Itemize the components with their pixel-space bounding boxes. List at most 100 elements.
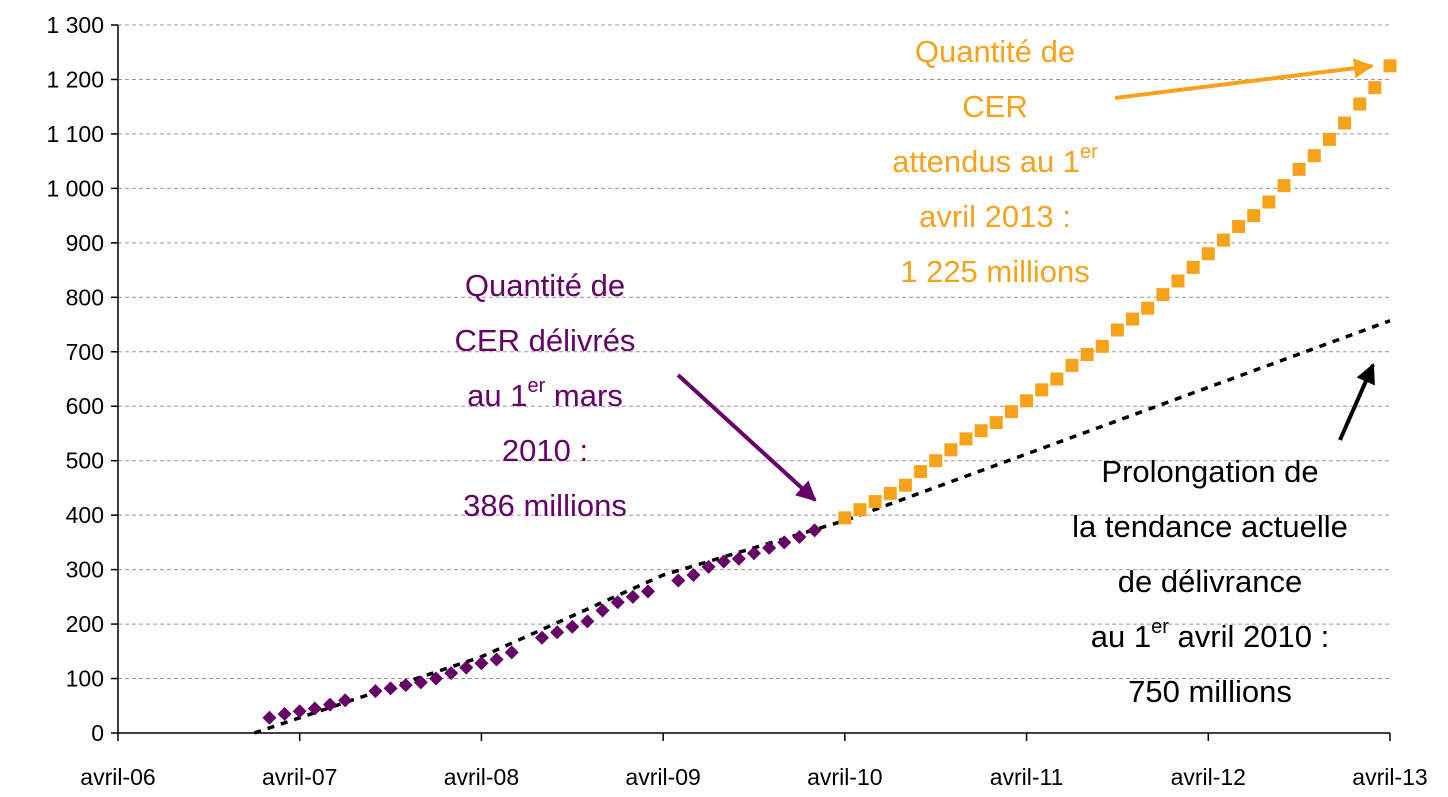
point xyxy=(792,529,807,544)
annotation-line: Quantité de xyxy=(915,34,1075,69)
point xyxy=(277,706,292,721)
y-tick-label: 400 xyxy=(66,502,104,528)
point xyxy=(338,693,353,708)
point xyxy=(944,443,958,457)
point xyxy=(883,486,897,500)
point xyxy=(474,656,489,671)
x-tick-label: avril-09 xyxy=(625,764,700,790)
y-tick-label: 1 000 xyxy=(46,175,104,201)
superscript: er xyxy=(528,375,546,397)
x-tick-label: avril-13 xyxy=(1352,764,1427,790)
annotation-text: Prolongation de xyxy=(1101,454,1318,489)
point xyxy=(716,554,731,569)
point xyxy=(898,478,912,492)
point xyxy=(1080,347,1094,361)
annotation-line: Quantité de xyxy=(465,268,625,303)
annotation-line: 386 millions xyxy=(463,488,627,523)
point xyxy=(323,697,337,712)
point xyxy=(762,540,777,555)
point xyxy=(853,503,867,517)
point xyxy=(868,495,882,509)
superscript: er xyxy=(1080,141,1098,163)
annotation-line: avril 2013 : xyxy=(919,199,1071,234)
axes: 0 100 200 300 400 500 600 700 800 900 1 000 1 100 1 … xyxy=(46,12,1427,790)
y-tick-label: 300 xyxy=(66,557,104,583)
point xyxy=(641,584,655,599)
annotation-line: au 1er mars xyxy=(467,375,623,413)
point xyxy=(686,568,701,583)
x-tick-label: avril-07 xyxy=(262,764,337,790)
y-tick-label: 100 xyxy=(66,666,104,692)
annotation-line: 750 millions xyxy=(1128,674,1292,709)
annotation-line: 1 225 millions xyxy=(900,254,1090,289)
y-tick-label: 1 300 xyxy=(46,12,104,38)
annotation-line: 2010 : xyxy=(502,433,588,468)
point xyxy=(489,652,504,667)
annotation-line: au 1er avril 2010 : xyxy=(1091,616,1329,654)
point xyxy=(1020,394,1034,408)
point xyxy=(1171,274,1185,288)
point xyxy=(383,681,398,696)
point xyxy=(398,678,413,693)
annotation-text: avril 2010 : xyxy=(1169,619,1329,654)
point xyxy=(989,416,1003,430)
point xyxy=(1035,383,1049,397)
arrow xyxy=(1114,58,1374,100)
annotation-line: CER xyxy=(962,89,1027,124)
point xyxy=(1050,372,1064,386)
point xyxy=(625,589,640,604)
annotation-text: au 1 xyxy=(467,378,527,413)
annotation-text: la tendance actuelle xyxy=(1072,509,1348,544)
annotation-text: Quantité de xyxy=(915,34,1075,69)
x-tick-label: avril-12 xyxy=(1171,764,1246,790)
annotation-text: 2010 : xyxy=(502,433,588,468)
arrow xyxy=(676,373,817,502)
annotation-text: de délivrance xyxy=(1118,564,1302,599)
point xyxy=(1232,220,1246,234)
annotation-line: de délivrance xyxy=(1118,564,1302,599)
point xyxy=(777,535,792,550)
point xyxy=(610,595,625,610)
point xyxy=(1186,260,1200,274)
point xyxy=(504,645,519,660)
y-tick-label: 500 xyxy=(66,448,104,474)
y-tick-label: 200 xyxy=(66,611,104,637)
point xyxy=(262,710,277,725)
point xyxy=(1292,162,1306,176)
annotation-text: 386 millions xyxy=(463,488,627,523)
annotation-line: attendus au 1er xyxy=(892,141,1098,179)
y-tick-label: 600 xyxy=(66,393,104,419)
point xyxy=(1368,81,1382,95)
point xyxy=(1065,358,1079,372)
point xyxy=(1307,149,1321,163)
point xyxy=(1095,339,1109,353)
point xyxy=(1277,179,1291,193)
point xyxy=(292,704,307,719)
point xyxy=(535,630,549,645)
point xyxy=(959,432,973,446)
point xyxy=(413,675,428,690)
point xyxy=(429,671,443,686)
point xyxy=(1004,405,1018,419)
annotation-line: Prolongation de xyxy=(1101,454,1318,489)
point xyxy=(1110,323,1124,337)
superscript: er xyxy=(1151,616,1169,638)
x-tick-label: avril-10 xyxy=(807,764,882,790)
point xyxy=(1353,97,1367,111)
point xyxy=(1322,132,1336,146)
y-tick-label: 800 xyxy=(66,284,104,310)
point xyxy=(838,511,852,525)
annotation-text: avril 2013 : xyxy=(919,199,1071,234)
point xyxy=(1338,116,1352,130)
y-tick-label: 1 100 xyxy=(46,121,104,147)
point xyxy=(1262,195,1276,209)
point xyxy=(459,660,474,675)
point xyxy=(444,666,459,681)
point xyxy=(974,424,988,438)
point xyxy=(671,573,686,588)
point xyxy=(807,523,822,538)
point xyxy=(1383,59,1397,73)
point xyxy=(1126,312,1140,326)
point xyxy=(565,619,580,634)
